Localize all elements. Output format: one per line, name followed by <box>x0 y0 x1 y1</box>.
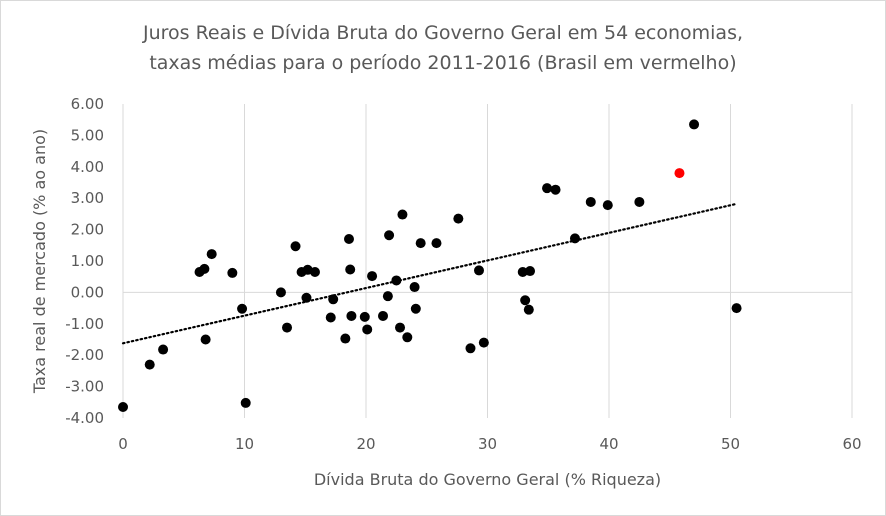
data-point <box>309 266 320 277</box>
data-point <box>144 359 155 370</box>
data-point <box>227 267 238 278</box>
data-point <box>473 265 484 276</box>
data-point <box>275 287 286 298</box>
data-point <box>346 310 357 321</box>
x-tick-labels: 0 10 20 30 40 50 60 <box>118 435 861 453</box>
data-point <box>200 334 211 345</box>
data-point <box>689 119 700 130</box>
data-point <box>340 333 351 344</box>
data-point <box>391 275 402 286</box>
data-point <box>240 397 251 408</box>
y-tick-label: 2.00 <box>71 221 104 239</box>
data-point <box>301 292 312 303</box>
data-point <box>525 266 536 277</box>
trendline-group <box>121 202 738 345</box>
data-point <box>478 337 489 348</box>
data-points <box>118 119 742 413</box>
data-point <box>118 402 128 413</box>
data-point <box>199 263 210 274</box>
data-point <box>409 282 420 293</box>
chart-title: Juros Reais e Dívida Bruta do Governo Ge… <box>0 18 886 78</box>
data-point <box>345 264 356 275</box>
data-point <box>343 234 354 245</box>
y-tick-label: -4.00 <box>65 409 104 427</box>
data-point <box>523 304 534 315</box>
y-tick-label: 4.00 <box>71 158 104 176</box>
data-point <box>359 311 370 322</box>
data-point <box>206 249 217 260</box>
x-tick-label: 60 <box>842 435 861 453</box>
axes <box>122 104 852 418</box>
data-point <box>237 303 248 314</box>
data-point <box>465 343 476 354</box>
x-tick-label: 10 <box>235 435 254 453</box>
data-point <box>158 344 169 355</box>
x-tick-label: 40 <box>599 435 618 453</box>
data-point <box>290 241 301 252</box>
y-axis-title: Taxa real de mercado (% ao ano) <box>30 129 49 394</box>
trendline <box>121 202 738 345</box>
y-tick-label: -3.00 <box>65 378 104 396</box>
y-tick-label: 0.00 <box>71 283 104 301</box>
data-point <box>397 209 408 220</box>
data-point <box>395 322 406 333</box>
x-tick-label: 30 <box>478 435 497 453</box>
data-point <box>384 230 395 241</box>
chart-title-line-1: Juros Reais e Dívida Bruta do Governo Ge… <box>142 22 744 44</box>
data-point <box>569 233 580 244</box>
y-tick-label: -1.00 <box>65 315 104 333</box>
data-point <box>282 322 293 333</box>
data-point <box>453 213 464 224</box>
data-point <box>550 184 561 195</box>
y-tick-label: 1.00 <box>71 252 104 270</box>
data-point <box>520 295 531 306</box>
chart-title-line-2: taxas médias para o período 2011-2016 (B… <box>149 52 737 74</box>
data-point <box>602 200 613 211</box>
data-point <box>328 294 339 305</box>
data-point <box>402 332 413 343</box>
gridlines <box>244 104 853 418</box>
data-point <box>431 238 442 249</box>
data-point <box>362 324 373 335</box>
data-point <box>325 312 336 323</box>
y-tick-labels: 6.00 5.00 4.00 3.00 2.00 1.00 0.00 -1.00 -2.00 -3… <box>65 95 104 427</box>
data-point <box>731 303 742 314</box>
x-axis-title: Dívida Bruta do Governo Geral (% Riqueza… <box>314 470 661 489</box>
data-point <box>634 196 645 207</box>
data-point <box>542 183 553 194</box>
data-point <box>367 271 378 282</box>
y-tick-label: 3.00 <box>71 189 104 207</box>
data-point <box>585 196 596 207</box>
x-tick-label: 20 <box>356 435 375 453</box>
y-tick-label: 6.00 <box>71 95 104 113</box>
y-tick-label: 5.00 <box>71 126 104 144</box>
data-point <box>517 266 528 277</box>
x-tick-label: 0 <box>118 435 128 453</box>
data-point <box>378 310 389 321</box>
data-point <box>382 291 393 302</box>
data-point <box>415 238 426 249</box>
y-tick-label: -2.00 <box>65 346 104 364</box>
x-tick-label: 50 <box>721 435 740 453</box>
data-point-brazil <box>674 168 685 179</box>
data-point <box>410 303 421 314</box>
